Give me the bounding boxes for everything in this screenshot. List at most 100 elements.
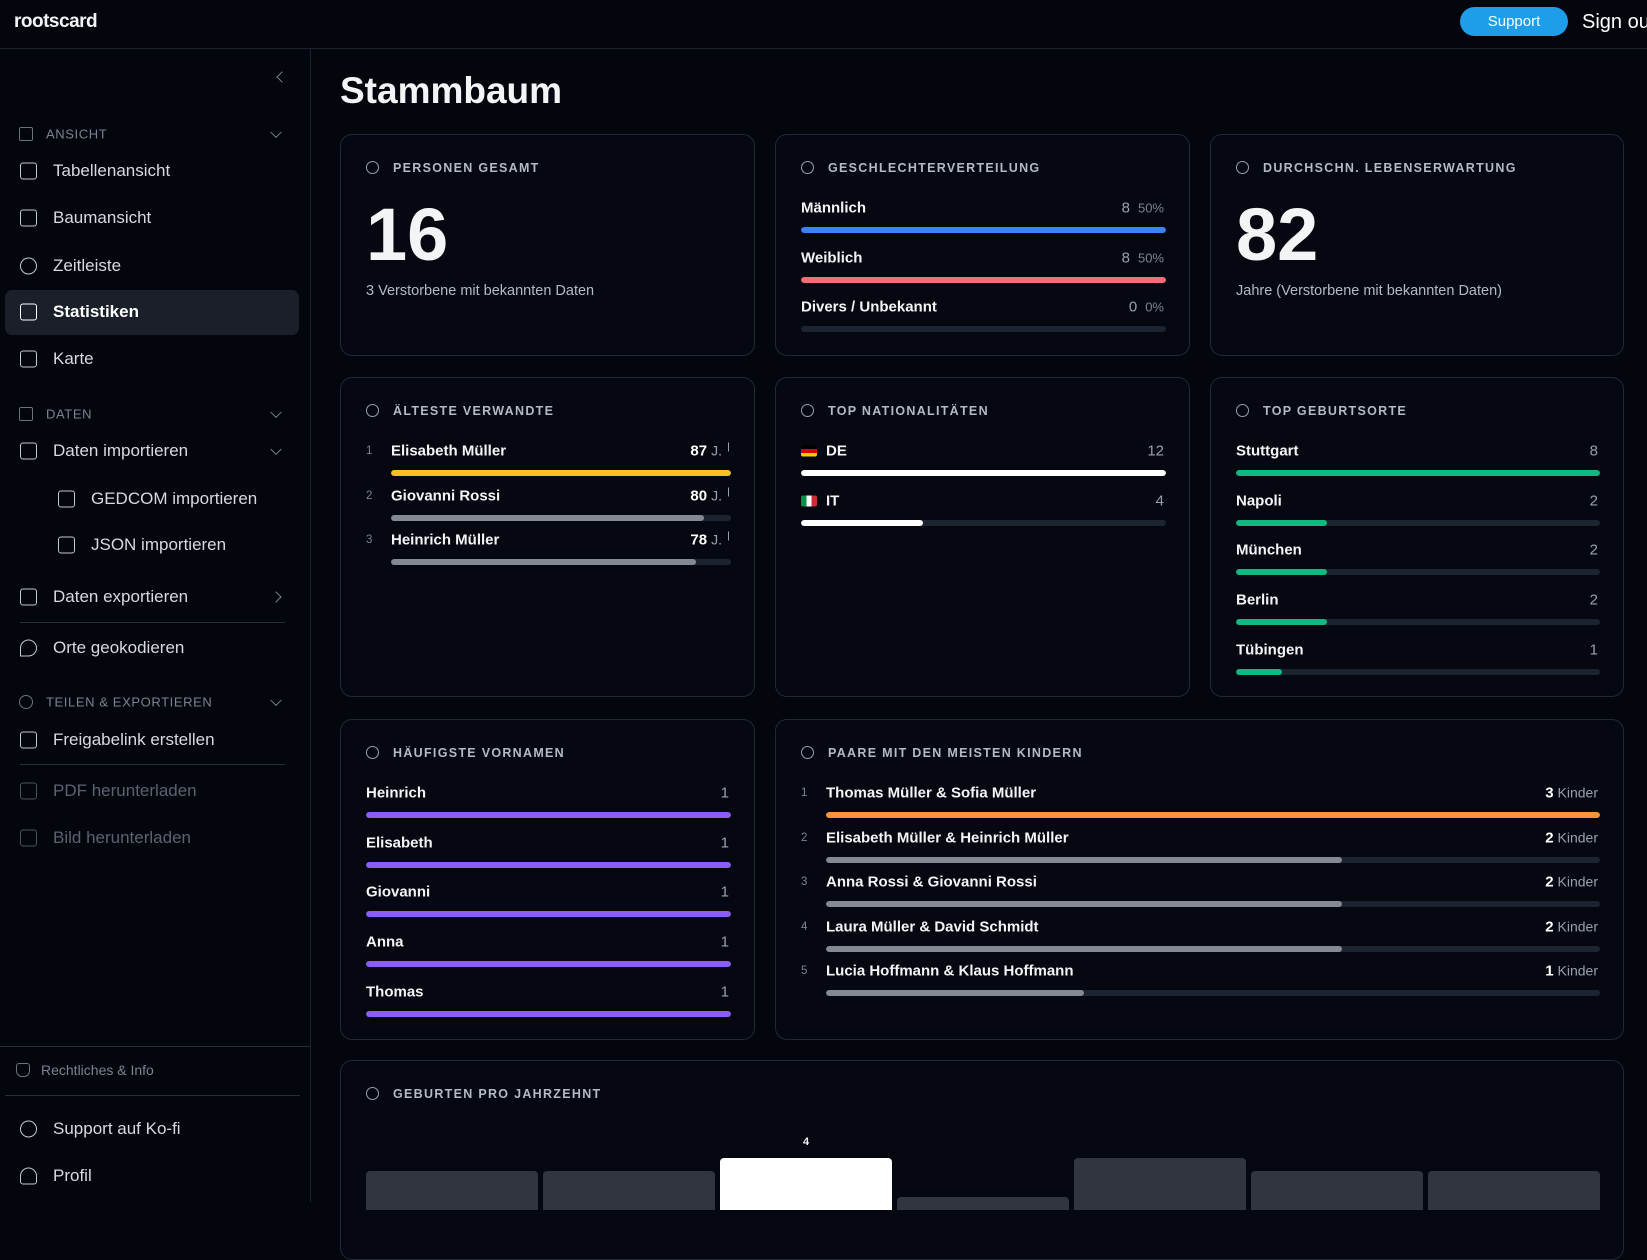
icon [20, 350, 37, 368]
bar [366, 911, 731, 918]
row-value: 1 [721, 934, 729, 951]
row-label: Tübingen [1236, 641, 1304, 659]
card: DURCHSCHN. LEBENSERWARTUNG 82 Jahre (Verst… [1210, 134, 1624, 356]
active-item-bg [5, 290, 299, 335]
bar [801, 470, 1166, 476]
row-label: IT [826, 492, 840, 510]
rank: 1 [366, 445, 373, 457]
unit: Kinder [1557, 784, 1598, 801]
bar [1074, 1158, 1246, 1210]
nav-item[interactable]: GEDCOM importieren [91, 489, 258, 508]
bar [366, 812, 731, 818]
nav-item[interactable]: Statistiken [53, 302, 139, 321]
support-button[interactable]: Support [1460, 7, 1568, 36]
unit: Kinder [1557, 962, 1598, 979]
row-value: 1 [721, 884, 729, 901]
row-label: Anna [366, 933, 404, 951]
nav-item[interactable]: Support auf Ko-fi [53, 1119, 181, 1138]
bar [720, 1158, 892, 1210]
sign-out[interactable]: Sign out [1582, 11, 1647, 33]
icon [58, 490, 75, 508]
big-number: 16 [366, 193, 449, 276]
bar [826, 901, 1342, 908]
value: 2 [1589, 591, 1598, 609]
row-value: 1 Kinder [1545, 963, 1598, 980]
bar-track [391, 559, 731, 566]
card-title: DURCHSCHN. LEBENSERWARTUNG [1263, 161, 1517, 175]
bar [801, 227, 1166, 233]
value: 1 [720, 883, 729, 901]
rank: 3 [801, 876, 808, 889]
nav-item[interactable]: Tabellenansicht [53, 161, 171, 180]
bar [1236, 519, 1327, 526]
chevron [270, 591, 282, 603]
bar [1236, 619, 1327, 626]
row-value: 8 50% [1122, 249, 1164, 266]
row-label: Stuttgart [1236, 442, 1299, 460]
bar [391, 514, 704, 521]
nav-item[interactable]: Daten exportieren [53, 587, 189, 606]
icon [20, 1167, 37, 1185]
row-label: DE [826, 442, 847, 460]
section-heading[interactable]: ANSICHT [46, 126, 108, 142]
row-value: 4 [1156, 492, 1164, 509]
row-label: Thomas [366, 983, 424, 1001]
nav-item: Bild herunterladen [53, 828, 191, 847]
bar-track [826, 901, 1600, 908]
nav-item[interactable]: Rechtliches & Info [41, 1062, 154, 1078]
rank: 2 [801, 831, 808, 844]
bar-track [801, 519, 1166, 526]
chevron [270, 126, 282, 139]
percent: 50% [1137, 250, 1164, 266]
rank: 1 [801, 787, 808, 799]
bar-track [801, 470, 1166, 476]
nav-item[interactable]: Karte [53, 349, 94, 368]
value: 2 [1545, 829, 1554, 847]
nav-item[interactable]: Daten importieren [53, 441, 189, 460]
icon [20, 257, 37, 275]
collapse-button[interactable] [276, 71, 288, 83]
bar [801, 276, 1166, 283]
value: 1 [720, 933, 729, 951]
bar-track [801, 276, 1166, 283]
bar [1236, 470, 1600, 476]
nav-item[interactable]: Freigabelink erstellen [53, 730, 215, 749]
nav-item[interactable]: Orte geokodieren [53, 638, 185, 657]
card-title: TOP GEBURTSORTE [1263, 404, 1408, 418]
arrow-icon [728, 442, 729, 452]
arrow-icon [728, 487, 729, 497]
percent: 50% [1137, 200, 1164, 216]
unit: Kinder [1557, 829, 1598, 846]
nav-item[interactable]: Baumansicht [53, 208, 152, 227]
divider [20, 622, 285, 623]
brand[interactable]: rootscard [14, 11, 98, 32]
card-icon [801, 404, 814, 417]
bar-track [1236, 519, 1600, 526]
bar-track [1236, 569, 1600, 576]
row-value: 12 [1147, 443, 1164, 460]
value: 2 [1589, 492, 1598, 510]
nav-item[interactable]: JSON importieren [91, 535, 227, 554]
nav-item[interactable]: Profil [53, 1166, 92, 1185]
card-icon [1236, 404, 1249, 417]
bar-track [801, 326, 1166, 333]
unit: Kinder [1557, 918, 1598, 935]
bar-track [826, 990, 1600, 997]
row-value: 2 Kinder [1545, 874, 1598, 891]
nav-item[interactable]: Zeitleiste [53, 256, 122, 275]
section-heading[interactable]: TEILEN & EXPORTIEREN [46, 694, 213, 710]
count: 0 [1128, 298, 1138, 316]
bar [826, 856, 1342, 863]
bar-track [1236, 470, 1600, 476]
value: 87 [690, 442, 708, 460]
section-heading[interactable]: DATEN [46, 406, 93, 422]
unit: Kinder [1557, 873, 1598, 890]
row-value: 78 J. [690, 531, 729, 549]
card-title: HÄUFIGSTE VORNAMEN [393, 746, 566, 760]
bar [897, 1197, 1069, 1210]
bar-track [801, 227, 1166, 233]
bar-track [391, 470, 731, 476]
header: rootscard Support Sign out [0, 0, 1647, 49]
icon [20, 1120, 37, 1138]
bar-track [1236, 619, 1600, 626]
